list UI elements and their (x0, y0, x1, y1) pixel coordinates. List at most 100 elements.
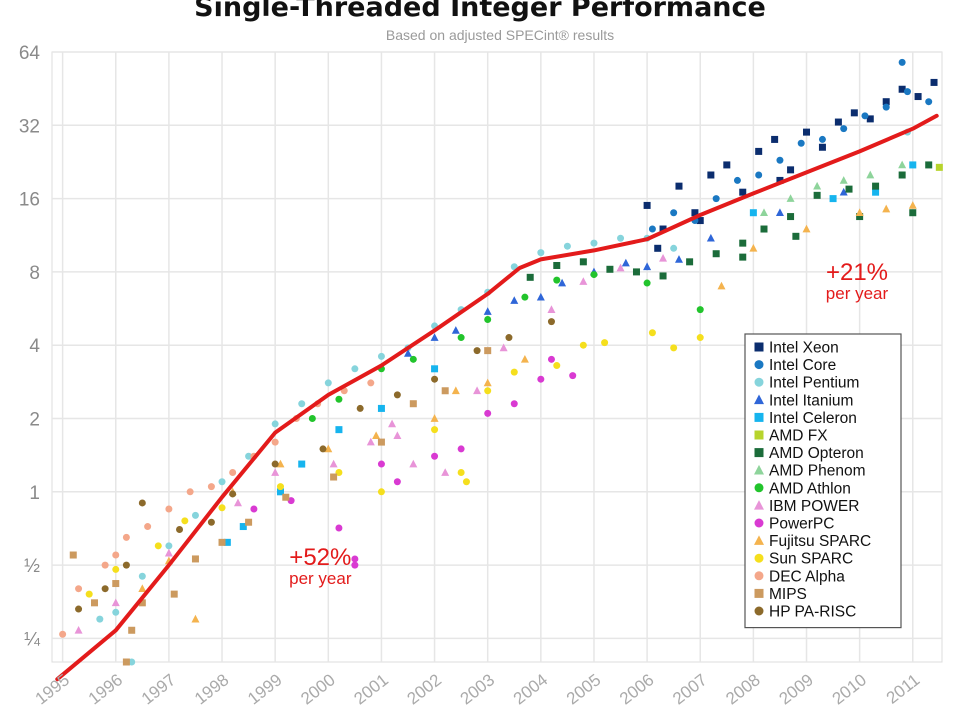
point-powerpc (250, 505, 258, 513)
point-ibm-power (366, 437, 375, 446)
point-mips (484, 347, 492, 355)
point-fujitsu-sparc (855, 208, 864, 217)
point-intel-core (755, 171, 763, 179)
x-tick-label: 2011 (883, 670, 924, 707)
point-intel-xeon (696, 217, 704, 225)
point-intel-celeron (298, 460, 306, 468)
point-mips (112, 580, 120, 588)
point-intel-itanium (674, 255, 683, 263)
point-ibm-power (659, 253, 668, 262)
point-amd-opteron (632, 268, 640, 276)
point-dec-alpha (101, 561, 109, 569)
point-fujitsu-sparc (520, 354, 529, 363)
legend-label-intel-pentium: Intel Pentium (769, 375, 859, 392)
point-hp-pa-risc (75, 605, 83, 613)
point-amd-opteron (925, 161, 933, 169)
point-powerpc (335, 524, 343, 532)
legend-label-amd-phenom: AMD Phenom (769, 463, 865, 480)
point-intel-core (797, 139, 805, 147)
x-tick-label: 1995 (32, 670, 74, 708)
point-amd-opteron (739, 253, 747, 261)
x-tick-label: 2005 (563, 670, 605, 708)
point-powerpc (377, 460, 385, 468)
point-intel-celeron (276, 488, 284, 496)
point-dec-alpha (271, 438, 279, 446)
point-intel-pentium (617, 234, 625, 242)
point-ibm-power (616, 263, 625, 272)
point-mips (218, 538, 226, 546)
point-fujitsu-sparc (908, 201, 917, 209)
point-intel-celeron (239, 523, 247, 531)
y-tick-label: 32 (19, 116, 40, 137)
point-intel-celeron (749, 209, 757, 217)
point-ibm-power (271, 468, 280, 476)
point-intel-xeon (643, 201, 651, 209)
point-fujitsu-sparc (483, 378, 492, 387)
point-intel-pentium (112, 608, 120, 616)
point-dec-alpha (186, 488, 194, 496)
point-hp-pa-risc (229, 490, 237, 498)
point-dec-alpha (75, 585, 83, 593)
point-intel-core (712, 195, 720, 203)
point-amd-opteron (712, 250, 720, 258)
point-amd-opteron (872, 182, 880, 190)
legend-label-amd-opteron: AMD Opteron (769, 445, 864, 462)
point-sun-sparc (276, 483, 284, 491)
point-intel-itanium (621, 258, 630, 267)
point-dec-alpha (122, 533, 130, 541)
point-sun-sparc (377, 488, 385, 496)
point-hp-pa-risc (176, 526, 184, 534)
legend-marker-amd-opteron (754, 448, 764, 458)
point-intel-xeon (914, 93, 922, 101)
point-hp-pa-risc (271, 460, 279, 468)
point-sun-sparc (218, 504, 226, 512)
point-intel-xeon (739, 188, 747, 196)
point-amd-phenom (839, 176, 848, 184)
x-tick-label: 1999 (244, 670, 286, 708)
point-intel-itanium (483, 307, 492, 315)
x-tick-label: 2001 (350, 670, 392, 708)
point-intel-xeon (930, 78, 938, 86)
point-amd-opteron (553, 261, 561, 269)
point-fujitsu-sparc (717, 281, 726, 290)
point-sun-sparc (112, 565, 120, 573)
point-intel-pentium (96, 615, 104, 623)
point-mips (409, 400, 417, 408)
point-sun-sparc (670, 344, 678, 352)
x-tick-label: 2006 (616, 670, 658, 708)
point-mips (69, 551, 77, 559)
x-tick-label: 1996 (85, 670, 127, 708)
point-intel-itanium (430, 333, 439, 341)
point-hp-pa-risc (138, 499, 146, 507)
point-amd-phenom (866, 170, 875, 179)
point-ibm-power (473, 386, 482, 395)
point-powerpc (457, 445, 465, 453)
legend-marker-intel-core (754, 360, 764, 370)
point-powerpc (351, 561, 359, 569)
point-fujitsu-sparc (882, 204, 891, 213)
point-intel-core (733, 176, 741, 184)
point-sun-sparc (579, 341, 587, 349)
point-dec-alpha (112, 551, 120, 559)
point-sun-sparc (457, 469, 465, 477)
point-intel-xeon (882, 98, 890, 106)
point-ibm-power (441, 468, 450, 476)
point-ibm-power (393, 431, 402, 440)
point-sun-sparc (696, 334, 704, 342)
point-dec-alpha (165, 505, 173, 513)
point-intel-xeon (866, 115, 874, 123)
point-dec-alpha (207, 483, 215, 491)
point-hp-pa-risc (431, 375, 439, 383)
x-tick-label: 2007 (669, 670, 711, 708)
point-intel-celeron (223, 538, 231, 546)
legend-label-intel-xeon: Intel Xeon (769, 340, 839, 357)
x-tick-label: 2000 (297, 670, 339, 708)
point-intel-core (898, 58, 906, 66)
point-mips (128, 626, 136, 634)
growth-rate-label: +52% (289, 544, 351, 571)
legend-label-mips: MIPS (769, 586, 807, 603)
legend-label-powerpc: PowerPC (769, 516, 834, 533)
point-mips (122, 658, 130, 666)
point-mips (377, 438, 385, 446)
